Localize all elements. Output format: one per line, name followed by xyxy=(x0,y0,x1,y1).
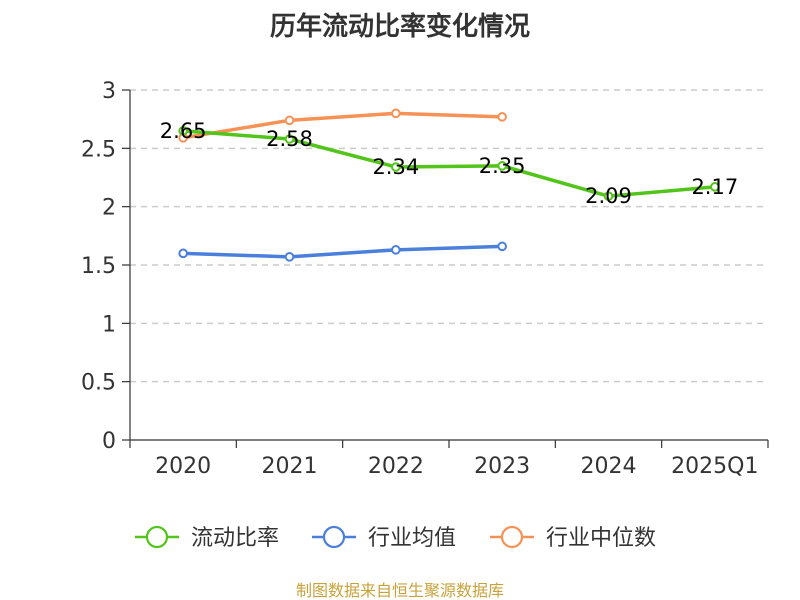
x-tick-label: 2020 xyxy=(155,454,211,479)
legend-item-1[interactable]: 流动比率 xyxy=(135,525,279,551)
data-point[interactable] xyxy=(391,245,401,255)
y-tick-label: 1.5 xyxy=(81,254,116,279)
x-tick-label: 2023 xyxy=(474,454,530,479)
grid-lines xyxy=(130,89,768,383)
data-point[interactable] xyxy=(391,108,401,119)
legend-marker-icon xyxy=(322,525,346,549)
y-tick-label: 2 xyxy=(102,196,116,221)
x-tick-label: 2025Q1 xyxy=(671,454,758,479)
data-point[interactable] xyxy=(284,115,295,126)
series-line xyxy=(181,244,504,259)
legend[interactable]: 流动比率 行业均值 行业中位数 xyxy=(135,525,656,551)
series-line xyxy=(181,129,717,198)
series-3 xyxy=(178,108,507,143)
data-point[interactable] xyxy=(178,248,188,259)
data-label: 2.09 xyxy=(585,184,632,208)
y-tick-label: 3 xyxy=(102,79,116,104)
series-1 xyxy=(178,126,720,201)
data-label: 2.58 xyxy=(266,127,313,151)
legend-marker-icon xyxy=(500,525,524,549)
series-group xyxy=(178,108,720,262)
legend-item-2[interactable]: 行业均值 xyxy=(312,525,456,551)
data-label: 2.17 xyxy=(691,175,738,199)
y-tick-label: 0.5 xyxy=(81,371,116,396)
x-tick-label: 2022 xyxy=(368,454,424,479)
data-point[interactable] xyxy=(391,162,401,172)
data-label: 2.34 xyxy=(372,155,419,179)
data-labels: 2.65 2.58 2.34 2.35 2.09 2.17 xyxy=(160,119,738,208)
data-point[interactable] xyxy=(710,182,720,192)
y-tick-label: 0 xyxy=(102,429,116,454)
series-2 xyxy=(178,241,507,262)
legend-label: 流动比率 xyxy=(191,526,279,551)
data-point[interactable] xyxy=(497,112,507,122)
y-tick-label: 2.5 xyxy=(81,137,116,162)
legend-label: 行业均值 xyxy=(368,526,456,551)
data-label: 2.35 xyxy=(479,154,526,178)
legend-label: 行业中位数 xyxy=(546,526,656,551)
legend-item-3[interactable]: 行业中位数 xyxy=(490,525,656,551)
axes: 0 0.5 1 1.5 2 2.5 3 2020 2021 2022 2023 2024 2025Q1 xyxy=(81,79,769,479)
data-point[interactable] xyxy=(284,252,295,262)
data-point[interactable] xyxy=(497,241,507,252)
data-label: 2.65 xyxy=(160,119,207,143)
x-tick-label: 2021 xyxy=(262,454,318,479)
chart-title: 历年流动比率变化情况 xyxy=(270,11,530,42)
series-line xyxy=(181,111,504,140)
x-tick-label: 2024 xyxy=(581,454,637,479)
data-point[interactable] xyxy=(603,191,614,201)
data-point[interactable] xyxy=(284,134,295,144)
data-point[interactable] xyxy=(178,126,188,136)
data-point[interactable] xyxy=(497,161,507,171)
source-note: 制图数据来自恒生聚源数据库 xyxy=(296,581,504,600)
legend-marker-icon xyxy=(145,525,169,549)
y-tick-label: 1 xyxy=(102,312,116,337)
